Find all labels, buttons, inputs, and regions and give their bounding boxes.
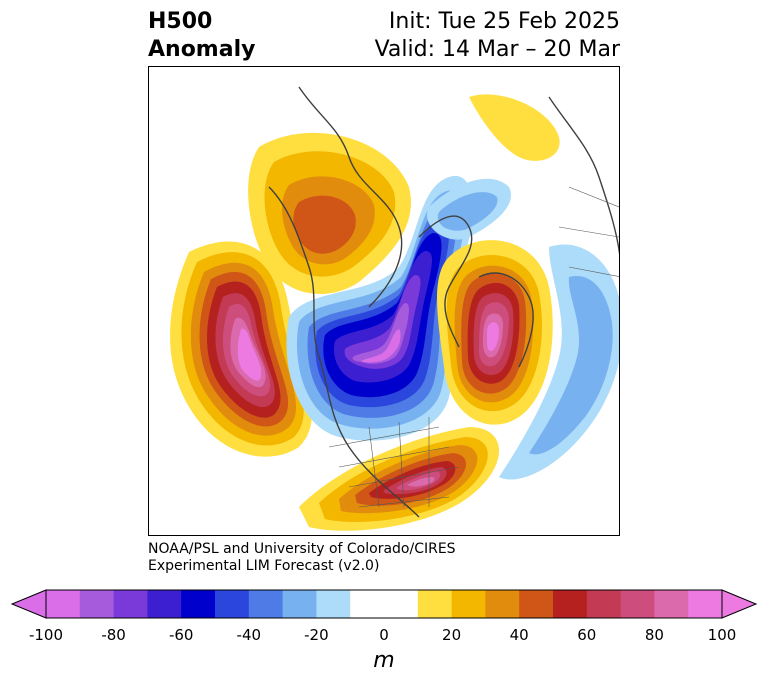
colorbar-cell xyxy=(248,590,284,618)
colorbar-cell xyxy=(654,590,689,618)
colorbar-cell xyxy=(688,590,723,618)
colorbar-cell xyxy=(46,590,81,618)
colorbar-cell xyxy=(282,590,317,618)
colorbar-tick-label: 100 xyxy=(707,626,737,644)
title-type: Anomaly xyxy=(148,37,256,62)
pacific-ridge xyxy=(170,241,312,457)
title-left: H500 Anomaly xyxy=(148,8,255,64)
colorbar-cells xyxy=(46,590,723,618)
colorbar-cell xyxy=(316,590,351,618)
colorbar-tick-label: -40 xyxy=(236,626,262,644)
southeast-us-ridge xyxy=(299,427,499,531)
colorbar-cell xyxy=(417,590,453,618)
colorbar-cell xyxy=(485,590,520,618)
init-date: Init: Tue 25 Feb 2025 xyxy=(388,9,620,34)
colorbar-tick-label: -100 xyxy=(28,626,64,644)
credit: NOAA/PSL and University of Colorado/CIRE… xyxy=(148,541,456,575)
title-right: Init: Tue 25 Feb 2025 Valid: 14 Mar – 20… xyxy=(375,8,620,64)
coastlines xyxy=(268,86,619,518)
colorbar-tick-label: 0 xyxy=(379,626,389,644)
map-panel xyxy=(148,66,620,536)
title-variable: H500 xyxy=(148,9,213,34)
colorbar-tick-label: 20 xyxy=(442,626,462,644)
colorbar-tick-label: -60 xyxy=(168,626,194,644)
colorbar-cell xyxy=(350,590,385,618)
colorbar-cell xyxy=(79,590,115,618)
colorbar-cell xyxy=(215,590,250,618)
north-ridge xyxy=(469,94,560,161)
colorbar-cell xyxy=(519,590,554,618)
colorbar-tick-label: 60 xyxy=(577,626,597,644)
colorbar-over-arrow xyxy=(721,589,758,619)
colorbar-cell xyxy=(147,590,182,618)
colorbar-under-arrow xyxy=(10,589,47,619)
anomaly-map xyxy=(170,86,619,531)
canada-arctic-trough xyxy=(286,175,473,441)
colorbar-cell xyxy=(553,590,588,618)
colorbar-tick-label: -80 xyxy=(101,626,126,644)
atlantic-ridge xyxy=(437,240,553,425)
colorbar-outline xyxy=(45,589,723,619)
colorbar-ticks: -100 -80 -60 -40 -20 0 20 40 60 80 100 xyxy=(0,626,768,646)
alaska-ridge xyxy=(248,132,411,294)
colorbar xyxy=(10,589,758,619)
colorbar-unit-label: m xyxy=(373,648,395,673)
valid-range: Valid: 14 Mar – 20 Mar xyxy=(374,37,620,62)
credit-line-1: NOAA/PSL and University of Colorado/CIRE… xyxy=(148,541,456,557)
colorbar-cell xyxy=(586,590,622,618)
colorbar-tick-label: 40 xyxy=(509,626,529,644)
europe-trough xyxy=(427,178,619,480)
political-borders xyxy=(328,186,619,508)
colorbar-cell xyxy=(113,590,148,618)
colorbar-tick-label: 80 xyxy=(644,626,664,644)
colorbar-tick-label: -20 xyxy=(304,626,329,644)
colorbar-cell xyxy=(384,590,419,618)
colorbar-cell xyxy=(451,590,486,618)
credit-line-2: Experimental LIM Forecast (v2.0) xyxy=(148,558,380,574)
colorbar-cell xyxy=(181,590,216,618)
colorbar-cell xyxy=(620,590,655,618)
